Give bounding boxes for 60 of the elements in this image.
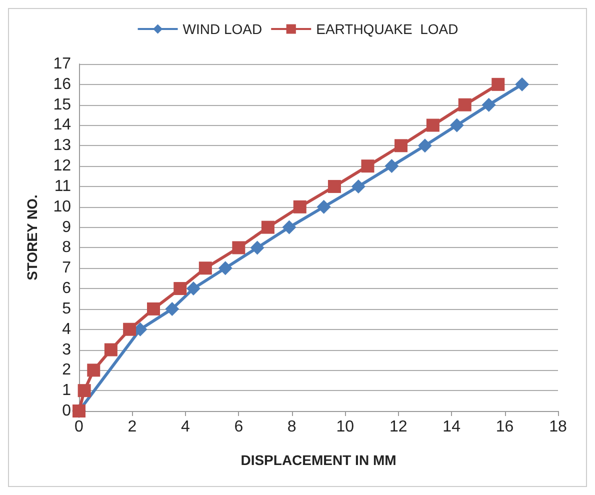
x-tick-label: 6 (234, 418, 244, 436)
y-tick-label: 17 (53, 56, 72, 72)
point (261, 220, 274, 234)
x-tick-label: 18 (549, 418, 567, 436)
y-tick-label: 14 (53, 116, 72, 134)
point (351, 179, 366, 194)
x-tick-label: 16 (496, 418, 514, 436)
point (186, 282, 200, 296)
y-tick-label: 6 (62, 280, 72, 298)
y-tick-label: 3 (62, 341, 72, 358)
point (515, 77, 530, 92)
point (426, 118, 440, 132)
y-tick-label: 9 (62, 218, 72, 236)
x-tick-label: 4 (180, 418, 190, 436)
y-tick-label: 0 (62, 402, 72, 420)
x-axis-title: DISPLACEMENT IN MM (240, 452, 396, 468)
point (316, 200, 331, 214)
y-tick-label: 15 (53, 96, 72, 114)
y-tick-label: 2 (62, 362, 72, 379)
point (384, 159, 399, 174)
y-tick-label: 12 (53, 158, 72, 175)
point (450, 118, 464, 132)
point (492, 78, 505, 91)
point (394, 139, 408, 152)
point (361, 160, 374, 173)
point (482, 98, 496, 112)
y-tick-label: 13 (53, 137, 72, 154)
point (174, 282, 187, 296)
legend-label: WIND LOAD (182, 21, 262, 37)
x-tick-label: 0 (74, 418, 84, 436)
point (232, 241, 246, 254)
x-tick-label: 8 (287, 418, 296, 436)
point (147, 302, 160, 316)
y-tick-label: 1 (62, 382, 72, 400)
y-tick-label: 8 (62, 239, 72, 256)
point (293, 200, 306, 214)
x-tick-label: 14 (442, 418, 461, 436)
y-tick-label: 10 (53, 198, 72, 216)
point (218, 261, 232, 276)
x-tick-label: 12 (389, 418, 408, 436)
y-tick-label: 5 (62, 300, 72, 318)
y-tick-label: 11 (54, 178, 72, 195)
point (282, 220, 296, 234)
point (328, 180, 341, 193)
point (458, 98, 472, 112)
point (165, 302, 180, 316)
y-tick-label: 7 (62, 260, 72, 277)
point (418, 138, 432, 153)
point (87, 364, 100, 377)
x-tick-label: 10 (336, 418, 354, 436)
legend-label: EARTHQUAKE LOAD (316, 21, 458, 37)
y-tick-label: 4 (62, 320, 72, 338)
point (78, 384, 91, 398)
x-tick-label: 2 (128, 418, 137, 436)
point (104, 343, 118, 356)
y-axis-title: STOREY NO. (24, 194, 40, 280)
point (198, 262, 212, 275)
y-tick-label: 16 (53, 76, 72, 93)
point (250, 240, 264, 255)
point (123, 322, 136, 336)
